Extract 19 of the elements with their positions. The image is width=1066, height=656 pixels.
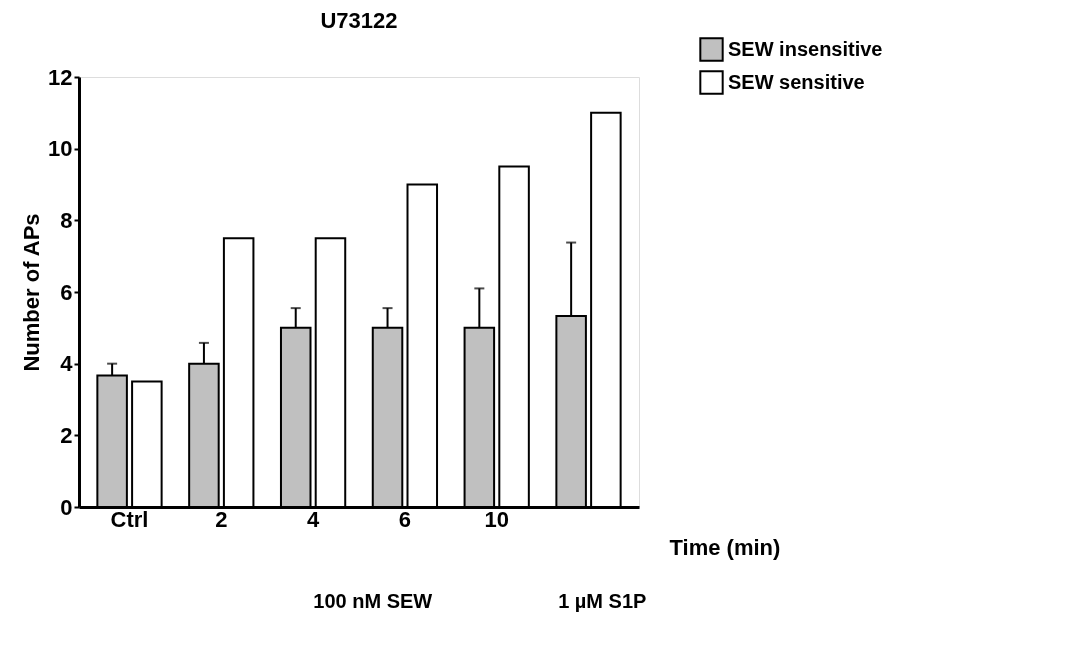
x-tick-label: 10 (484, 506, 509, 532)
y-tick-label: 2 (60, 422, 73, 448)
x-tick-label: 4 (306, 506, 320, 532)
legend-label: SEW insensitive (728, 37, 883, 60)
y-tick-label: 0 (60, 494, 73, 520)
x-tick-label: 6 (398, 506, 412, 532)
text: 100 nM SEW (313, 590, 433, 612)
x-axis-title: Time (min) (669, 534, 781, 560)
y-axis-title: Number of APs (19, 213, 45, 372)
y-tick-label: 6 (60, 279, 73, 305)
x-tick-label: Ctrl (110, 506, 149, 532)
y-tick-label: 12 (48, 64, 73, 90)
text: 1 µM S1P (558, 590, 647, 612)
y-tick-label: 8 (60, 207, 73, 233)
chart-title: U73122 (320, 8, 398, 33)
y-tick-label: 4 (60, 351, 74, 377)
legend-label: SEW sensitive (728, 70, 865, 93)
x-tick-label: 2 (215, 506, 228, 532)
y-tick-label: 10 (48, 136, 73, 162)
